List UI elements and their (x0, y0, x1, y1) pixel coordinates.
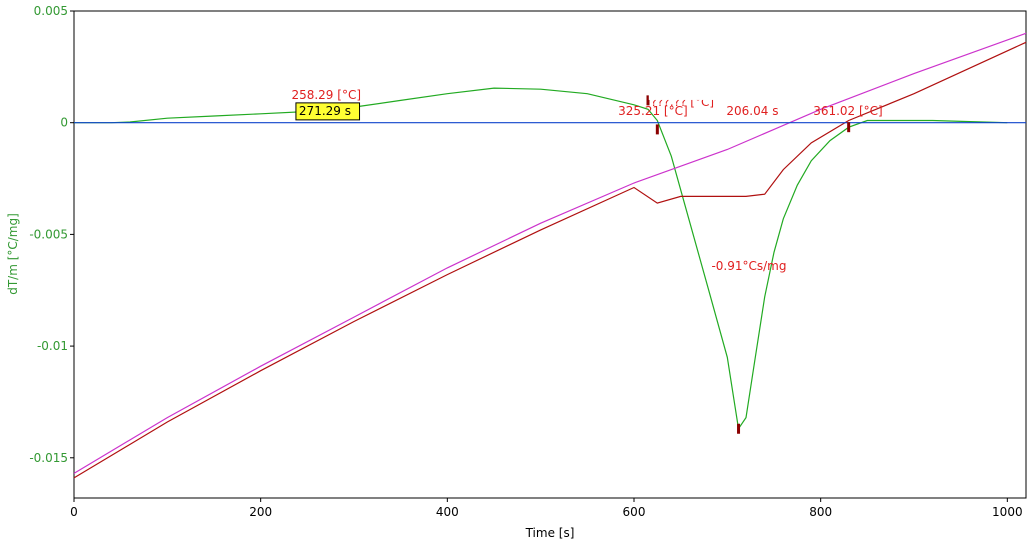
marker-group (646, 95, 851, 434)
y-tick-label: 0.005 (34, 4, 68, 18)
x-tick-label: 0 (70, 505, 78, 519)
y-axis-title: dT/m [°C/mg] (6, 213, 20, 295)
peak-marker (737, 423, 741, 434)
x-tick-label: 800 (809, 505, 832, 519)
series-line-magenta (73, 32, 1027, 474)
peak-marker (847, 122, 851, 133)
peak-marker (655, 124, 659, 135)
annotation-label: 206.04 s (726, 104, 778, 118)
annotation-clip-mask (648, 92, 732, 100)
series-line-green (74, 87, 1008, 431)
x-tick-label: 200 (249, 505, 272, 519)
y-tick-label: -0.015 (29, 451, 68, 465)
x-tick-label: 600 (623, 505, 646, 519)
annotation-highlight-box (295, 102, 361, 121)
x-tick-label: 400 (436, 505, 459, 519)
series-group (73, 32, 1027, 479)
y-axis-ticks: 0.005 0 -0.005 -0.01 -0.015 (29, 4, 74, 465)
annotation-time-boxed: 271.29 s (299, 104, 351, 118)
y-tick-label: -0.005 (29, 227, 68, 241)
annotation-group: 258.29 [°C]271.29 s???.?? [°C]325.21 [°C… (291, 88, 882, 273)
annotation-label: 361.02 [°C] (813, 104, 883, 118)
x-axis-ticks: 0 200 400 600 800 1000 (70, 498, 1023, 519)
plot-area (73, 10, 1027, 499)
x-axis-title: Time [s] (525, 526, 575, 540)
y-tick-label: 0 (60, 116, 68, 130)
series-line-darkred (73, 41, 1027, 479)
peak-marker (646, 95, 650, 106)
annotation-label: 325.21 [°C] (618, 104, 688, 118)
y-tick-label: -0.01 (37, 339, 68, 353)
annotation-label: 258.29 [°C] (291, 88, 361, 102)
annotation-label: -0.91°Cs/mg (711, 259, 786, 273)
x-tick-label: 1000 (992, 505, 1023, 519)
